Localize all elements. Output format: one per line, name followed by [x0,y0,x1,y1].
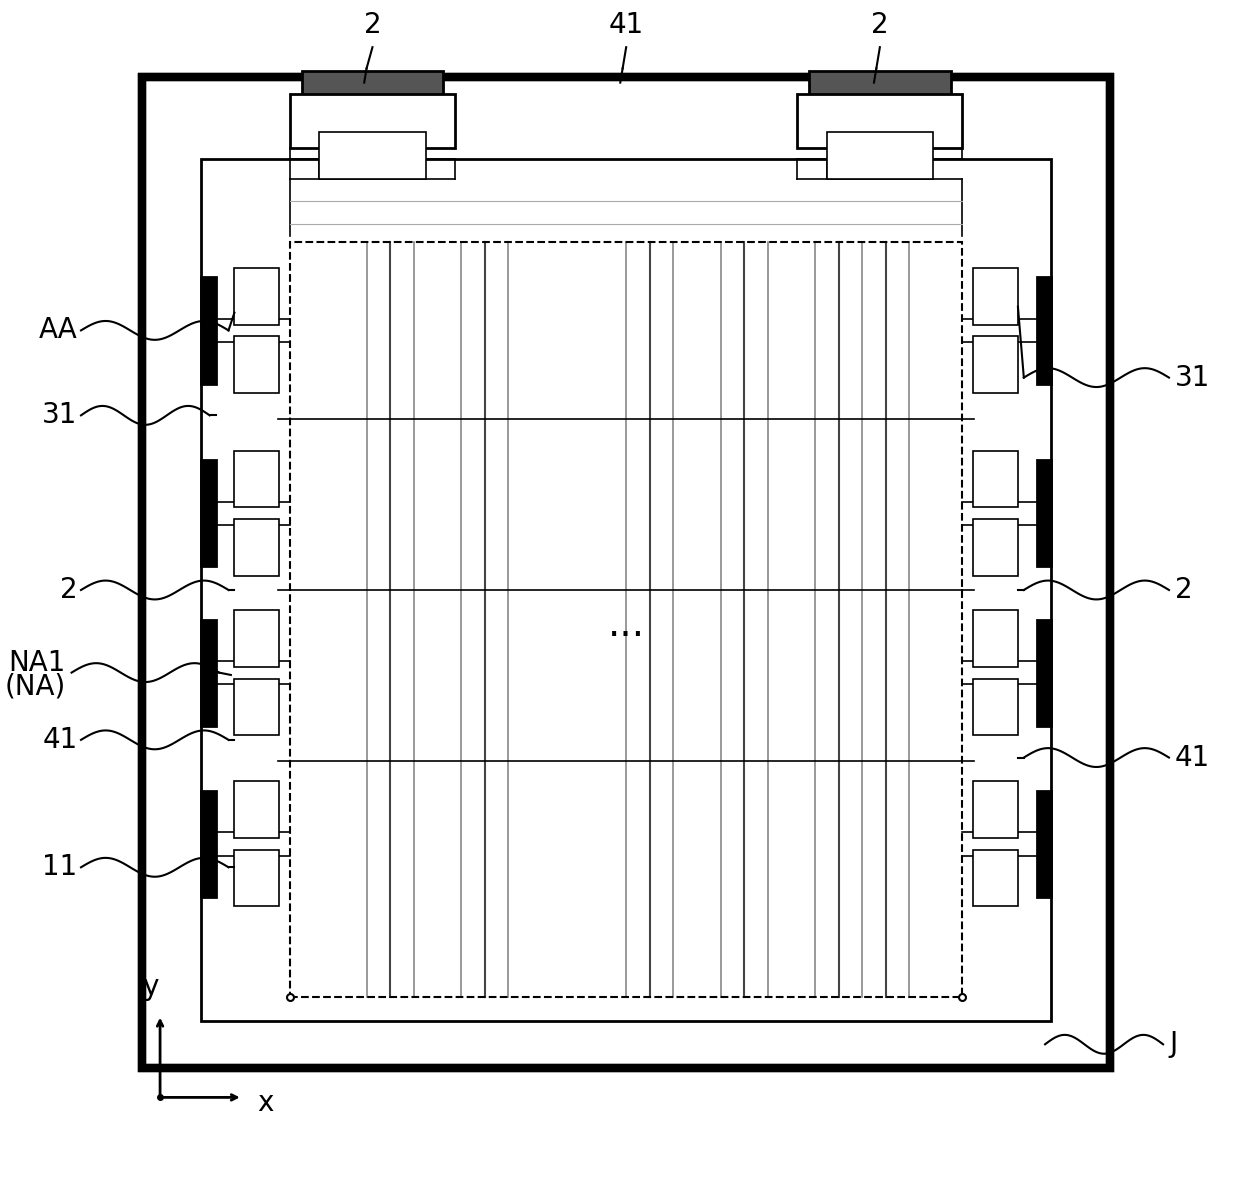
Bar [1037,277,1052,384]
Bar [1037,460,1052,566]
Bar [201,159,1052,1021]
Bar [973,268,1018,324]
Bar [234,850,279,906]
Text: 41: 41 [42,726,77,754]
Text: NA1: NA1 [9,649,66,677]
Bar [234,336,279,393]
Bar [808,71,951,100]
Text: 2: 2 [1174,576,1193,604]
Bar [290,94,455,148]
Text: 2: 2 [363,11,381,39]
Bar [201,620,216,726]
Text: 31: 31 [42,401,77,430]
Bar [797,94,962,148]
Text: x: x [257,1089,273,1117]
Bar [201,460,216,566]
Bar [973,336,1018,393]
Bar [973,451,1018,507]
Bar [234,678,279,735]
Bar [234,519,279,576]
Bar [973,519,1018,576]
Bar [827,132,932,179]
Text: y: y [143,972,159,1001]
Bar [143,77,1110,1068]
Bar [973,610,1018,667]
Bar [234,451,279,507]
Bar [201,277,216,384]
Text: ...: ... [608,607,645,644]
Bar [320,132,425,179]
Bar [234,268,279,324]
Bar [234,781,279,838]
Bar [234,610,279,667]
Bar [290,242,962,997]
Text: 31: 31 [1174,363,1210,392]
Bar [301,71,443,100]
Bar [973,678,1018,735]
Text: 41: 41 [1174,743,1210,772]
Text: 2: 2 [870,11,889,39]
Bar [143,77,1110,1068]
Bar [201,791,216,897]
Bar [1037,791,1052,897]
Bar [973,850,1018,906]
Text: 41: 41 [609,11,644,39]
Bar [1037,620,1052,726]
Text: 11: 11 [42,853,77,881]
Bar [973,781,1018,838]
Text: (NA): (NA) [5,673,66,701]
Text: J: J [1169,1030,1177,1058]
Text: AA: AA [38,316,77,345]
Text: 2: 2 [60,576,77,604]
